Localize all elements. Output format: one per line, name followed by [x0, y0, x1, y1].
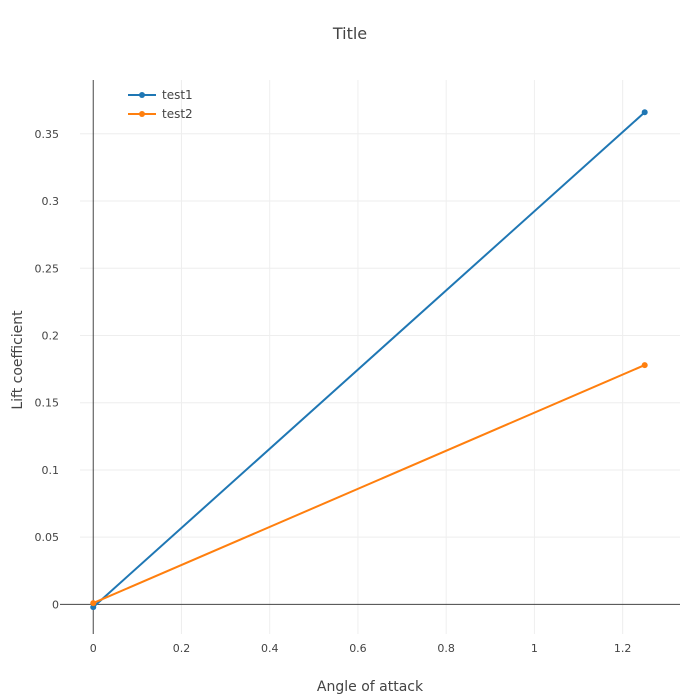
data-point-test1[interactable]	[641, 109, 648, 116]
x-tick-label: 1	[531, 642, 538, 655]
x-tick-label: 0.4	[261, 642, 279, 655]
series-line-test1[interactable]	[92, 111, 646, 608]
y-tick-label: 0.15	[35, 397, 60, 410]
legend-swatch-marker	[139, 111, 145, 117]
y-tick-label: 0.35	[35, 128, 60, 141]
x-tick-label: 0.2	[173, 642, 191, 655]
y-tick-label: 0.3	[42, 195, 60, 208]
grid	[80, 80, 680, 634]
legend-label: test1	[162, 88, 193, 102]
x-tick-label: 0	[90, 642, 97, 655]
y-tick-label: 0.25	[35, 262, 60, 275]
legend-item-test2[interactable]: test2	[128, 107, 193, 121]
y-tick-label: 0	[52, 598, 59, 611]
x-tick-label: 1.2	[614, 642, 632, 655]
x-tick-label: 0.8	[437, 642, 455, 655]
x-tick-label: 0.6	[349, 642, 367, 655]
y-axis-title: Lift coefficient	[10, 310, 26, 410]
legend-item-test1[interactable]: test1	[128, 88, 193, 102]
x-axis-title: Angle of attack	[317, 679, 424, 695]
series-line-test2[interactable]	[92, 364, 646, 604]
axes: 0 0.2 0.4 0.6 0.8 1 1.2 0 0.05 0.1 0.15 0.2 0.25 0.3 0…	[35, 80, 680, 655]
series	[90, 109, 648, 611]
legend-swatch-marker	[139, 92, 145, 98]
legend[interactable]: test1 test2	[128, 88, 193, 121]
chart-title: Title	[332, 24, 367, 43]
y-tick-label: 0.05	[35, 531, 60, 544]
data-point-test2[interactable]	[641, 362, 648, 369]
legend-label: test2	[162, 107, 193, 121]
data-point-test2[interactable]	[90, 600, 97, 607]
y-tick-label: 0.1	[42, 464, 60, 477]
y-tick-label: 0.2	[42, 329, 60, 342]
